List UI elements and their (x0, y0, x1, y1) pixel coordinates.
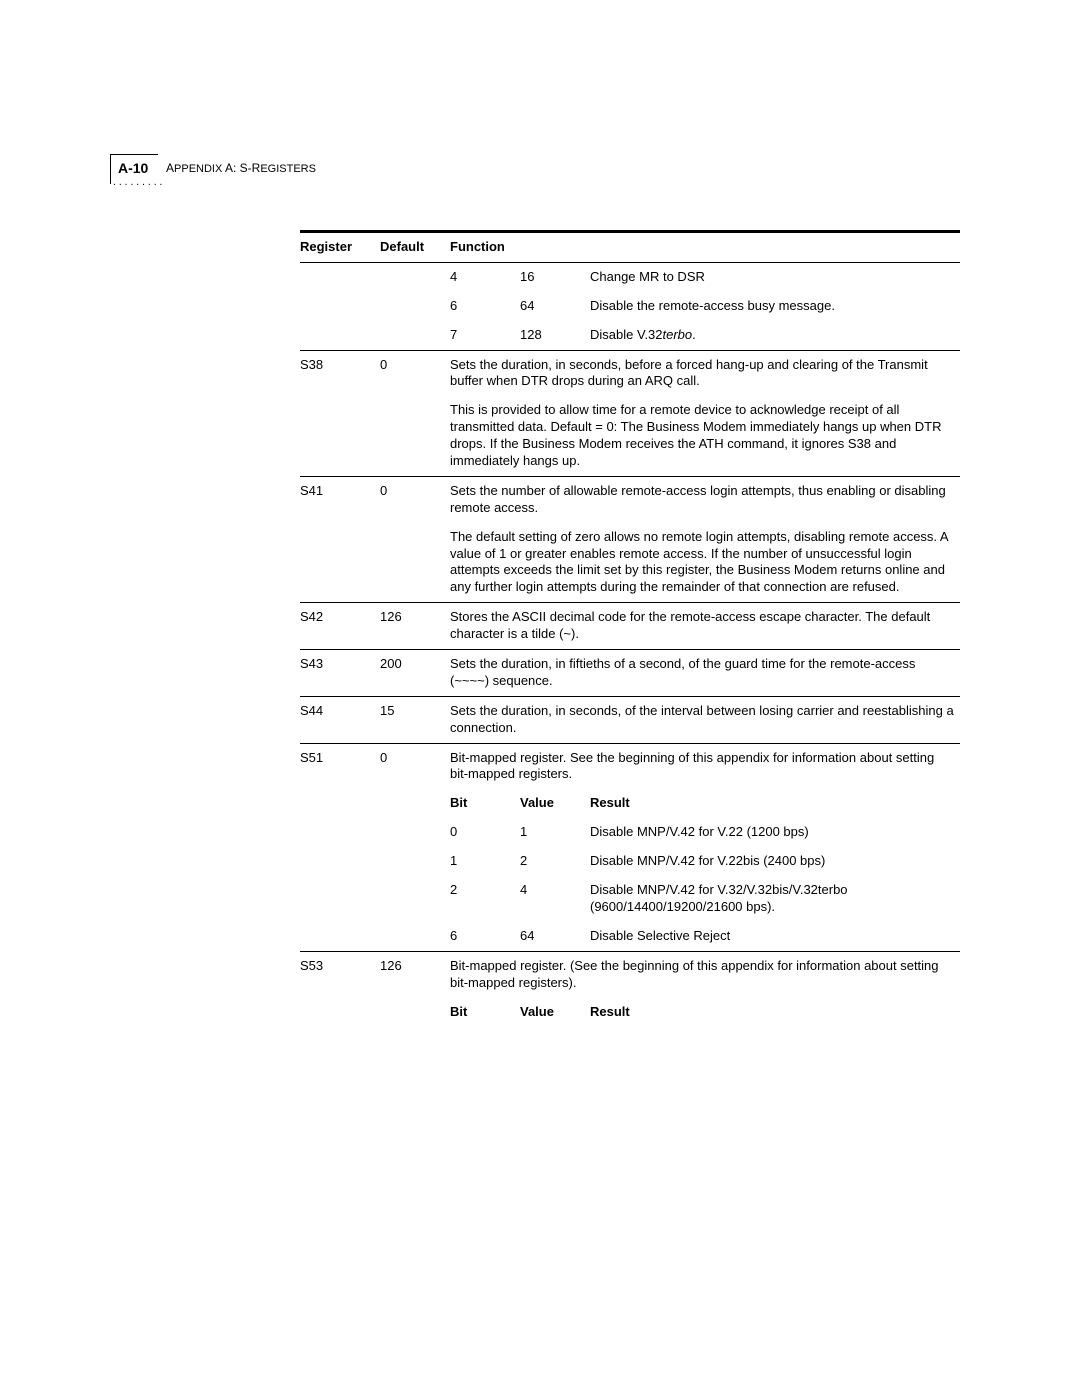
table-header-row: Register Default Function (300, 232, 960, 263)
col-result: Result (590, 789, 960, 818)
bit-cell: 4 (450, 262, 520, 291)
table-row: S44 15 Sets the duration, in seconds, of… (300, 696, 960, 743)
col-bit: Bit (450, 789, 520, 818)
default-cell: 0 (380, 350, 450, 396)
col-value: Value (520, 998, 590, 1027)
bit-header-row: Bit Value Result (300, 998, 960, 1027)
function-cell: This is provided to allow time for a rem… (450, 396, 960, 476)
result-cell: Change MR to DSR (590, 262, 960, 291)
page-number: A-10 (118, 160, 148, 176)
table-row: S42 126 Stores the ASCII decimal code fo… (300, 603, 960, 650)
value-cell: 64 (520, 292, 590, 321)
bit-cell: 0 (450, 818, 520, 847)
value-cell: 128 (520, 321, 590, 350)
table-row: 2 4 Disable MNP/V.42 for V.32/V.32bis/V.… (300, 876, 960, 922)
register-cell: S44 (300, 696, 380, 743)
value-cell: 64 (520, 922, 590, 951)
register-cell: S51 (300, 743, 380, 789)
default-cell: 0 (380, 476, 450, 522)
col-result: Result (590, 998, 960, 1027)
function-cell: Stores the ASCII decimal code for the re… (450, 603, 960, 650)
function-cell: Bit-mapped register. (See the beginning … (450, 951, 960, 997)
table-row: S51 0 Bit-mapped register. See the begin… (300, 743, 960, 789)
result-cell: Disable the remote-access busy message. (590, 292, 960, 321)
function-cell: Sets the duration, in seconds, before a … (450, 350, 960, 396)
table-row: S41 0 Sets the number of allowable remot… (300, 476, 960, 522)
function-cell: The default setting of zero allows no re… (450, 523, 960, 603)
result-cell: Disable MNP/V.42 for V.22bis (2400 bps) (590, 847, 960, 876)
bit-cell: 7 (450, 321, 520, 350)
result-cell: Disable MNP/V.42 for V.32/V.32bis/V.32te… (590, 876, 960, 922)
value-cell: 1 (520, 818, 590, 847)
header-dots: ········· (112, 180, 164, 189)
value-cell: 4 (520, 876, 590, 922)
col-function: Function (450, 232, 960, 263)
value-cell: 16 (520, 262, 590, 291)
table-row: 0 1 Disable MNP/V.42 for V.22 (1200 bps) (300, 818, 960, 847)
register-cell: S38 (300, 350, 380, 396)
register-cell: S43 (300, 650, 380, 697)
table-row: 7 128 Disable V.32terbo. (300, 321, 960, 350)
register-cell: S53 (300, 951, 380, 997)
table-row: This is provided to allow time for a rem… (300, 396, 960, 476)
result-cell: Disable V.32terbo. (590, 321, 960, 350)
appendix-title: APPENDIX A: S-REGISTERS (166, 161, 316, 175)
register-cell: S41 (300, 476, 380, 522)
appendix-text: APPENDIX A: S-REGISTERS (166, 161, 316, 175)
bit-cell: 1 (450, 847, 520, 876)
default-cell: 200 (380, 650, 450, 697)
result-cell: Disable Selective Reject (590, 922, 960, 951)
register-table: Register Default Function 4 16 Change MR… (300, 230, 960, 1026)
function-cell: Sets the duration, in fiftieths of a sec… (450, 650, 960, 697)
function-cell: Bit-mapped register. See the beginning o… (450, 743, 960, 789)
function-cell: Sets the duration, in seconds, of the in… (450, 696, 960, 743)
default-cell: 126 (380, 951, 450, 997)
default-cell: 126 (380, 603, 450, 650)
default-cell: 0 (380, 743, 450, 789)
table-row: S43 200 Sets the duration, in fiftieths … (300, 650, 960, 697)
default-cell: 15 (380, 696, 450, 743)
table-row: 1 2 Disable MNP/V.42 for V.22bis (2400 b… (300, 847, 960, 876)
bit-cell: 6 (450, 292, 520, 321)
table-row: The default setting of zero allows no re… (300, 523, 960, 603)
bit-cell: 6 (450, 922, 520, 951)
register-cell: S42 (300, 603, 380, 650)
col-value: Value (520, 789, 590, 818)
bit-cell: 2 (450, 876, 520, 922)
table-row: 6 64 Disable the remote-access busy mess… (300, 292, 960, 321)
table-row: S53 126 Bit-mapped register. (See the be… (300, 951, 960, 997)
document-page: A-10 APPENDIX A: S-REGISTERS ········· R… (0, 0, 1080, 1026)
table-row: S38 0 Sets the duration, in seconds, bef… (300, 350, 960, 396)
col-bit: Bit (450, 998, 520, 1027)
table-row: 6 64 Disable Selective Reject (300, 922, 960, 951)
col-default: Default (380, 232, 450, 263)
result-cell: Disable MNP/V.42 for V.22 (1200 bps) (590, 818, 960, 847)
bit-header-row: Bit Value Result (300, 789, 960, 818)
table-row: 4 16 Change MR to DSR (300, 262, 960, 291)
value-cell: 2 (520, 847, 590, 876)
col-register: Register (300, 232, 380, 263)
function-cell: Sets the number of allowable remote-acce… (450, 476, 960, 522)
